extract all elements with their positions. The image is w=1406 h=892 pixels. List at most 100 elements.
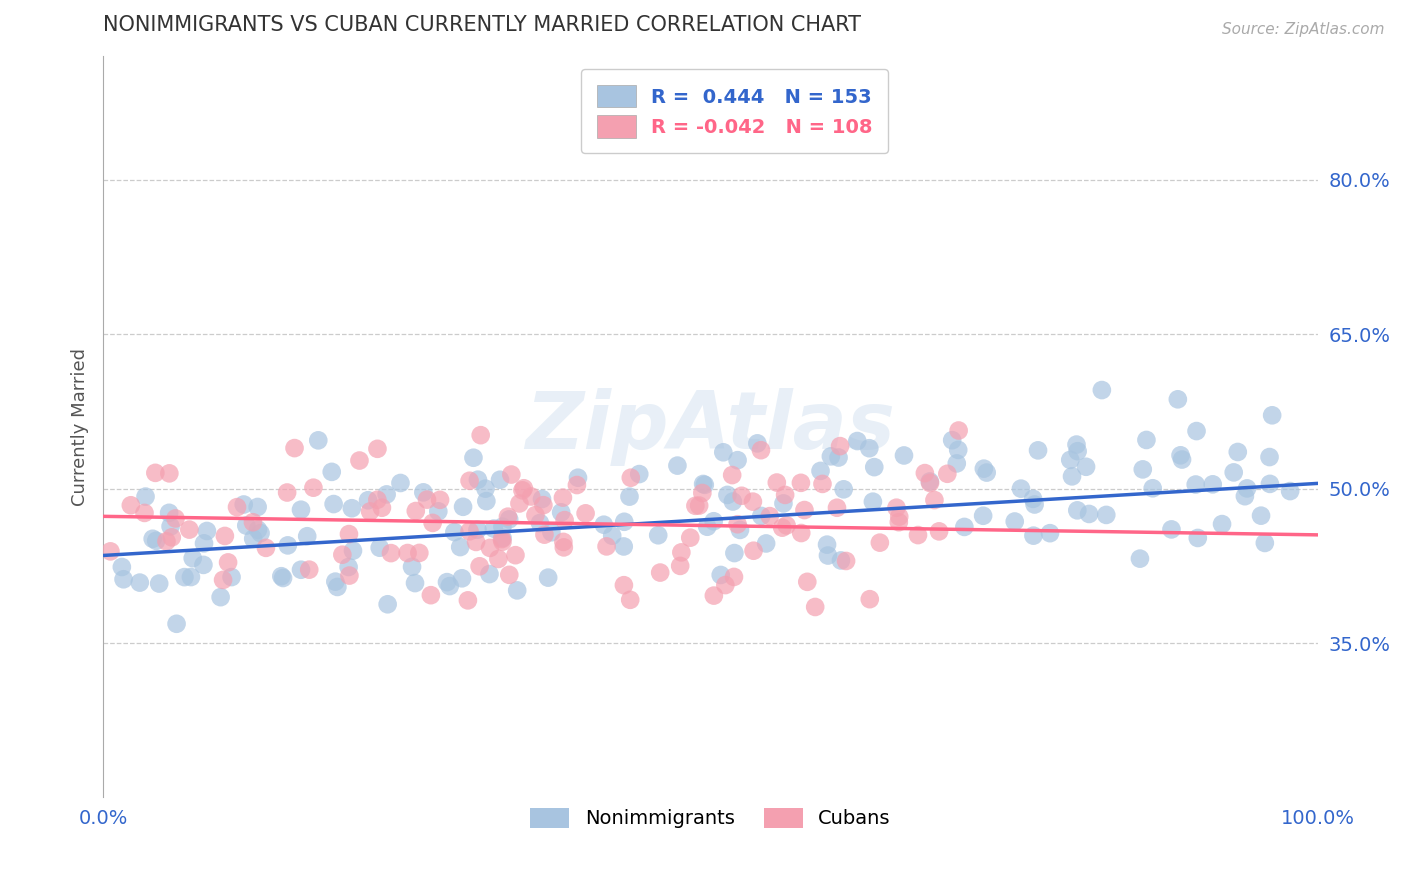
Point xyxy=(478,541,501,555)
Point xyxy=(832,483,855,497)
Point xyxy=(793,503,815,517)
Point xyxy=(893,449,915,463)
Point xyxy=(1258,476,1281,491)
Point xyxy=(827,450,849,465)
Point xyxy=(772,496,794,510)
Point xyxy=(1066,437,1088,451)
Point xyxy=(685,499,707,513)
Point xyxy=(1250,508,1272,523)
Point xyxy=(340,501,363,516)
Point xyxy=(100,544,122,558)
Point xyxy=(436,575,458,590)
Point xyxy=(143,466,166,480)
Point xyxy=(246,500,269,514)
Point xyxy=(111,560,134,574)
Point xyxy=(112,572,135,586)
Point xyxy=(377,597,399,611)
Point xyxy=(242,515,264,529)
Point xyxy=(693,478,716,492)
Point xyxy=(404,576,426,591)
Point xyxy=(1261,409,1284,423)
Point xyxy=(217,555,239,569)
Point xyxy=(157,467,180,481)
Point xyxy=(1222,466,1244,480)
Point xyxy=(246,523,269,537)
Point xyxy=(531,491,554,506)
Point xyxy=(863,460,886,475)
Point xyxy=(1022,529,1045,543)
Point xyxy=(468,559,491,574)
Point xyxy=(846,434,869,448)
Point xyxy=(742,543,765,558)
Point xyxy=(474,482,496,496)
Point xyxy=(422,516,444,530)
Point xyxy=(723,570,745,584)
Point xyxy=(972,508,994,523)
Point xyxy=(498,567,520,582)
Point xyxy=(647,528,669,542)
Point xyxy=(592,517,614,532)
Point xyxy=(817,549,839,563)
Point xyxy=(613,515,636,529)
Point xyxy=(173,570,195,584)
Point xyxy=(550,505,572,519)
Point xyxy=(790,475,813,490)
Point xyxy=(458,524,481,539)
Point xyxy=(1091,383,1114,397)
Point xyxy=(148,576,170,591)
Point xyxy=(730,489,752,503)
Point xyxy=(1254,536,1277,550)
Legend: Nonimmigrants, Cubans: Nonimmigrants, Cubans xyxy=(523,800,898,836)
Point xyxy=(195,524,218,538)
Point xyxy=(628,467,651,481)
Point xyxy=(721,468,744,483)
Point xyxy=(283,441,305,455)
Point xyxy=(451,571,474,585)
Point xyxy=(443,525,465,540)
Point xyxy=(862,494,884,508)
Point xyxy=(714,578,737,592)
Point xyxy=(1236,482,1258,496)
Point xyxy=(342,543,364,558)
Point xyxy=(496,509,519,524)
Point xyxy=(696,520,718,534)
Point xyxy=(953,520,976,534)
Point xyxy=(600,529,623,543)
Text: Source: ZipAtlas.com: Source: ZipAtlas.com xyxy=(1222,22,1385,37)
Point xyxy=(135,490,157,504)
Point xyxy=(478,567,501,582)
Point xyxy=(620,471,643,485)
Point xyxy=(302,481,325,495)
Point xyxy=(145,533,167,548)
Point xyxy=(650,566,672,580)
Point xyxy=(613,540,636,554)
Point xyxy=(181,551,204,566)
Point xyxy=(554,513,576,527)
Text: NONIMMIGRANTS VS CUBAN CURRENTLY MARRIED CORRELATION CHART: NONIMMIGRANTS VS CUBAN CURRENTLY MARRIED… xyxy=(103,15,860,35)
Point xyxy=(321,465,343,479)
Point xyxy=(1142,481,1164,495)
Point xyxy=(533,527,555,541)
Point xyxy=(741,494,763,508)
Point xyxy=(506,583,529,598)
Point xyxy=(254,541,277,555)
Point xyxy=(747,436,769,450)
Point xyxy=(451,500,474,514)
Point xyxy=(835,554,858,568)
Point xyxy=(811,476,834,491)
Point xyxy=(193,558,215,572)
Point xyxy=(307,434,329,448)
Point xyxy=(613,578,636,592)
Point xyxy=(366,442,388,456)
Point xyxy=(491,532,513,546)
Point xyxy=(948,442,970,457)
Point xyxy=(749,508,772,523)
Point xyxy=(790,526,813,541)
Point xyxy=(467,523,489,537)
Point xyxy=(235,518,257,533)
Point xyxy=(830,553,852,567)
Point xyxy=(1258,450,1281,464)
Point xyxy=(692,477,714,491)
Point xyxy=(723,546,745,560)
Point xyxy=(825,500,848,515)
